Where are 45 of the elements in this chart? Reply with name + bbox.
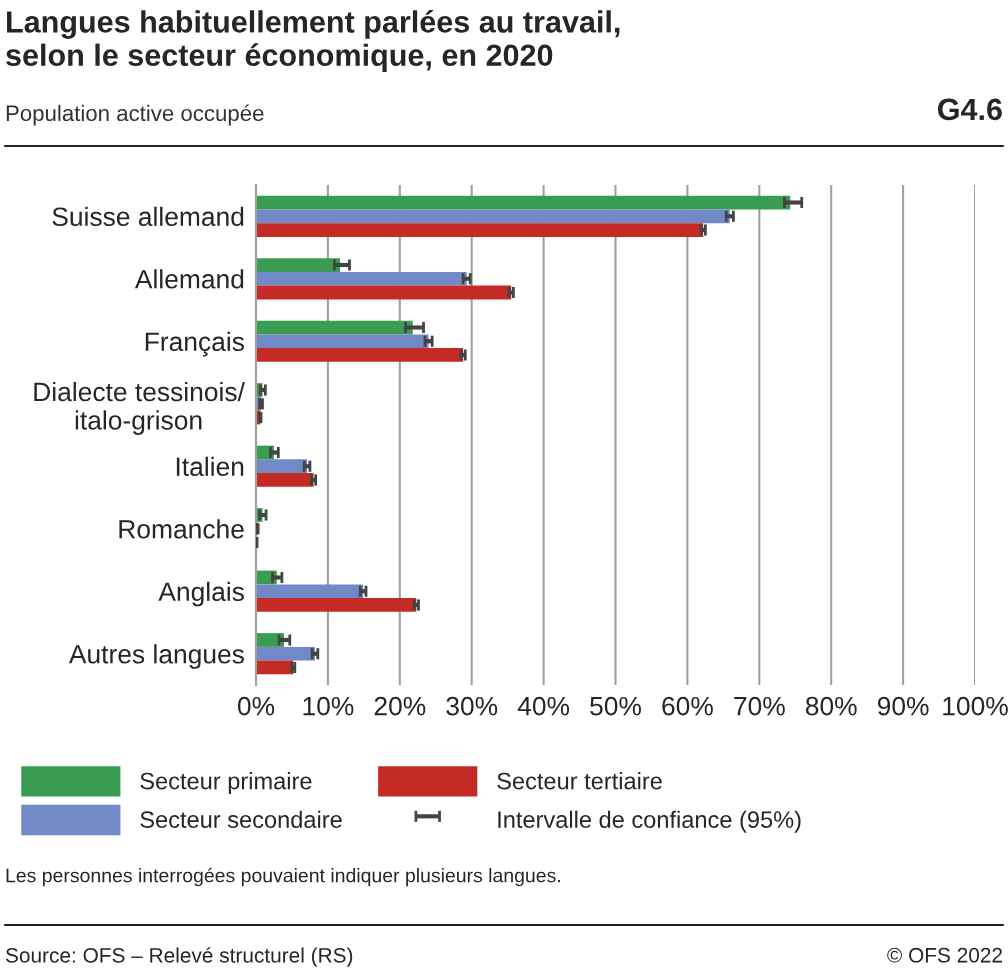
bar (256, 285, 512, 300)
x-tick-label: 30% (446, 696, 498, 716)
bar (256, 660, 294, 675)
x-tick-label: 100% (943, 696, 1008, 716)
bar (256, 320, 413, 335)
chart-subtitle: Population active occupée (6, 104, 264, 126)
bar (256, 473, 314, 487)
y-tick-label: Dialecte tessinois/ italo-grison (34, 381, 245, 435)
x-tick-label: 80% (805, 696, 857, 716)
x-tick-label: 60% (662, 696, 713, 716)
x-tick-label: 40% (517, 696, 570, 716)
bar (256, 584, 364, 599)
bar (256, 223, 704, 237)
bar (256, 459, 308, 474)
bar (256, 209, 730, 224)
y-tick-label: Allemand (134, 269, 244, 289)
bar (256, 633, 285, 647)
bar (256, 598, 417, 612)
y-tick-label: Français (145, 331, 244, 357)
text: Les personnes interrogées pouvaient indiquer plusieurs langues. (6, 867, 560, 887)
bar (256, 271, 467, 286)
y-tick-label: Anglais (158, 581, 244, 607)
text: G4.6 (938, 98, 1002, 121)
x-tick-label: 90% (877, 696, 929, 716)
x-tick-label: 20% (374, 696, 426, 716)
y-tick-label: Autres langues (68, 644, 244, 669)
x-tick-label: 10% (303, 696, 354, 716)
y-tick-label: Romanche (119, 519, 244, 539)
bar (256, 334, 429, 349)
chart-title: Langues habituellement parlées au travail, selon le secteur économique, en 2020 (6, 10, 620, 73)
bar (256, 195, 791, 210)
legend-label: Secteur primaire (140, 772, 312, 795)
text: © OFS 2022 (887, 947, 1002, 963)
source-note: Source: OFS – Relevé structurel (RS) (5, 947, 353, 967)
y-tick-label: Suisse allemand (52, 206, 244, 227)
x-tick-label: 70% (734, 696, 785, 716)
legend-title: Intervalle de confiance (95%) (498, 810, 801, 833)
y-tick-label: Italien (176, 456, 244, 477)
legend-label: Secteur secondaire (140, 810, 342, 828)
x-tick-label: 0% (237, 696, 275, 716)
bar (256, 258, 341, 272)
legend-label: Secteur tertiaire (497, 772, 662, 790)
x-tick-label: 50% (590, 696, 641, 716)
bar (256, 348, 464, 362)
bar (256, 646, 315, 661)
